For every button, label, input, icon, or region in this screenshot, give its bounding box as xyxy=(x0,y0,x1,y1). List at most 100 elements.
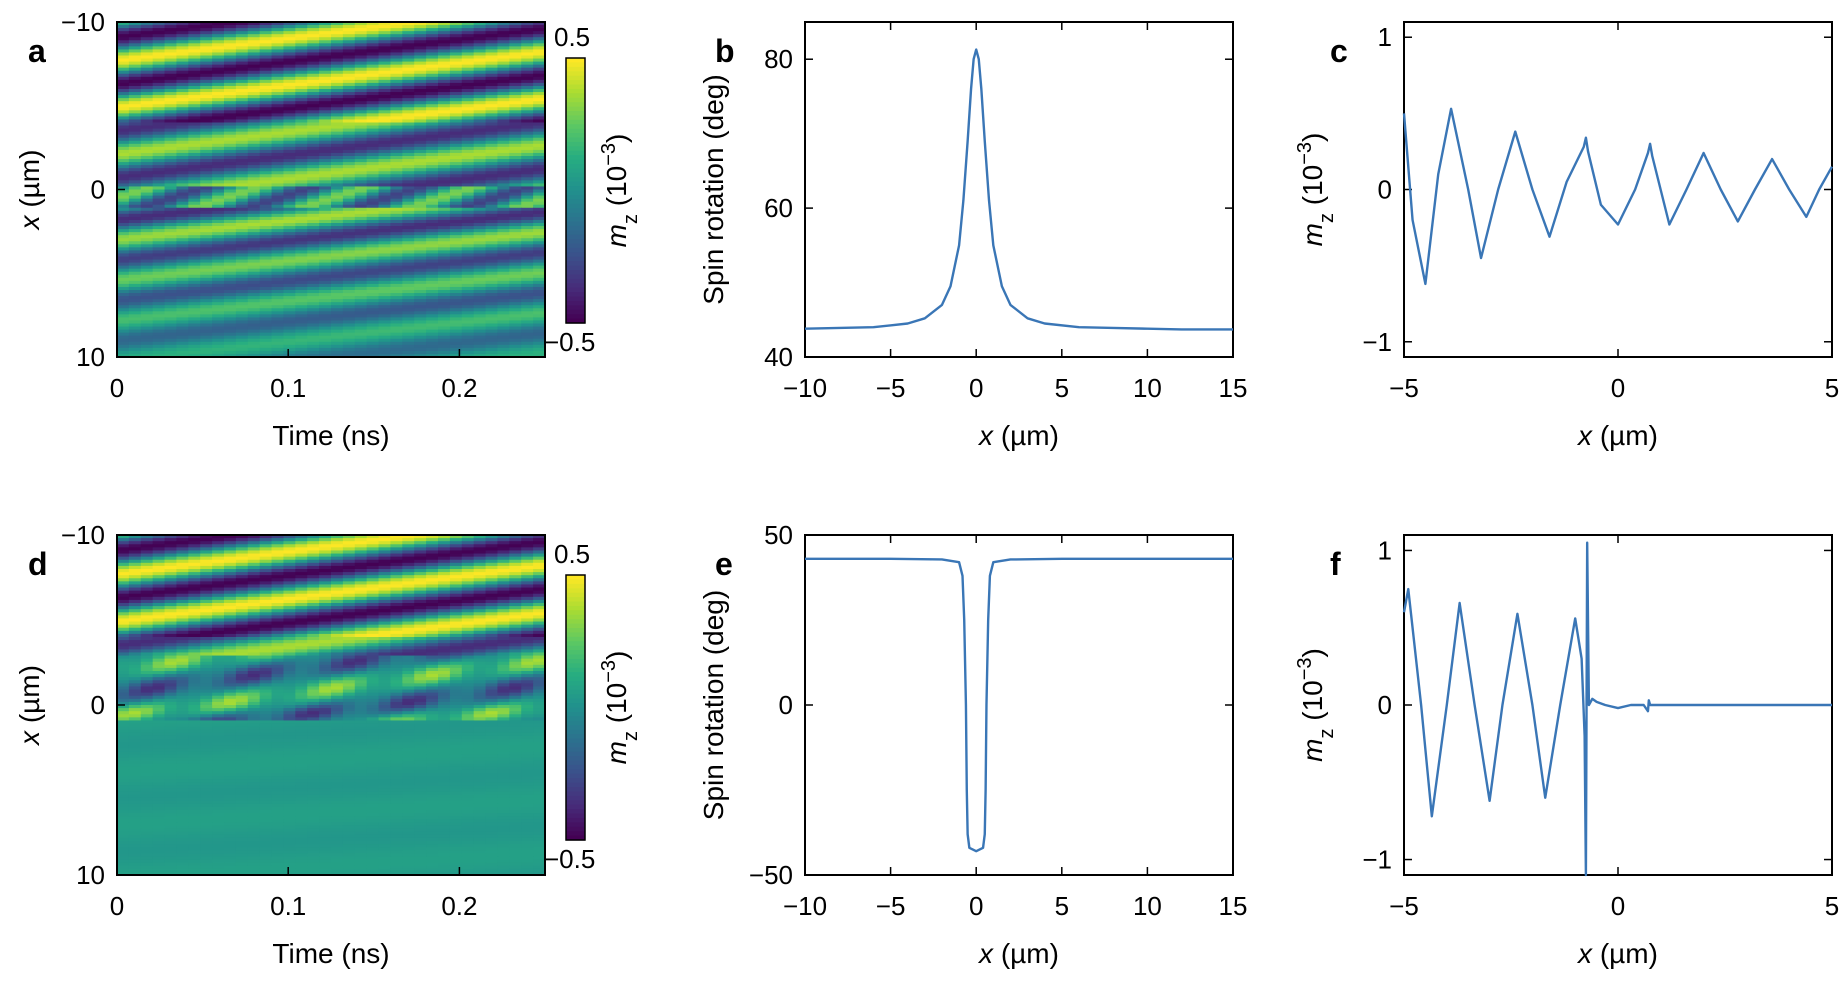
heatmap-cell xyxy=(473,92,487,96)
heatmap-cell xyxy=(176,137,189,142)
heatmap-cell xyxy=(402,82,415,87)
heatmap-cell xyxy=(497,250,510,255)
heatmap-cell xyxy=(449,296,463,300)
heatmap-cell xyxy=(521,259,534,264)
heatmap-cell xyxy=(176,165,189,169)
heatmap-cell xyxy=(235,128,249,133)
heatmap-cell xyxy=(449,235,463,239)
heatmap-cell xyxy=(307,180,320,185)
heatmap-cell xyxy=(331,283,344,288)
heatmap-cell xyxy=(342,128,356,133)
colorbar-segment xyxy=(566,278,585,284)
heatmap-cell xyxy=(390,31,403,35)
heatmap-cell xyxy=(212,137,225,142)
colorbar-segment xyxy=(566,84,585,90)
heatmap-cell xyxy=(414,302,427,306)
heatmap-cell xyxy=(521,131,534,136)
heatmap-cell xyxy=(438,286,451,291)
heatmap-cell xyxy=(188,73,201,78)
heatmap-cell xyxy=(271,308,285,312)
colorbar-segment xyxy=(566,221,585,227)
heatmap-cell xyxy=(414,40,427,44)
heatmap-cell xyxy=(307,596,320,601)
heatmap-cell xyxy=(366,283,380,288)
heatmap-cell xyxy=(366,265,380,270)
heatmap-cell xyxy=(200,575,213,579)
heatmap-cell xyxy=(319,562,332,567)
heatmap-cell xyxy=(485,98,499,102)
heatmap-cell xyxy=(319,556,332,561)
heatmap-cell xyxy=(176,235,189,239)
heatmap-cell xyxy=(473,43,487,47)
heatmap-cell xyxy=(342,192,356,197)
heatmap-cell xyxy=(521,241,534,245)
heatmap-cell xyxy=(128,204,142,209)
heatmap-cell xyxy=(366,152,380,157)
heatmap-cell xyxy=(176,538,189,542)
heatmap-cell xyxy=(497,219,510,224)
heatmap-cell xyxy=(319,305,332,309)
heatmap-cell xyxy=(128,92,142,96)
heatmap-cell xyxy=(497,247,510,252)
heatmap-cell xyxy=(414,140,427,145)
heatmap-cell xyxy=(473,31,487,35)
heatmap-cell xyxy=(378,229,392,233)
heatmap-cell xyxy=(140,241,154,245)
heatmap-cell xyxy=(461,256,475,261)
heatmap-cell xyxy=(283,581,296,586)
heatmap-cell xyxy=(259,244,273,248)
heatmap-cell xyxy=(390,265,403,270)
heatmap-cell xyxy=(307,195,320,200)
heatmap-cell xyxy=(271,43,285,47)
heatmap-cell xyxy=(354,34,368,38)
heatmap-cell xyxy=(152,302,166,306)
heatmap-cell xyxy=(212,226,225,230)
heatmap-cell xyxy=(319,603,332,607)
heatmap-cell xyxy=(152,268,166,273)
heatmap-cell xyxy=(212,223,225,227)
heatmap-cell xyxy=(473,305,487,309)
heatmap-cell xyxy=(164,308,178,312)
heatmap-cell xyxy=(152,308,166,312)
heatmap-cell xyxy=(426,146,439,151)
heatmap-cell xyxy=(259,274,273,279)
heatmap-cell xyxy=(509,165,522,169)
heatmap-cell xyxy=(224,76,237,81)
heatmap-cell xyxy=(533,95,546,99)
heatmap-cell xyxy=(235,541,249,545)
heatmap-cell xyxy=(117,308,130,312)
heatmap-cell xyxy=(259,183,273,188)
heatmap-cell xyxy=(307,64,320,69)
heatmap-cell xyxy=(533,119,546,124)
heatmap-cell xyxy=(390,46,403,51)
heatmap-cell xyxy=(331,104,344,108)
heatmap-cell xyxy=(117,85,130,90)
heatmap-cell xyxy=(426,101,439,105)
heatmap-cell xyxy=(485,244,499,248)
heatmap-cell xyxy=(438,244,451,248)
heatmap-cell xyxy=(307,131,320,136)
heatmap-cell xyxy=(176,347,189,352)
heatmap-cell xyxy=(414,31,427,35)
heatmap-cell xyxy=(319,244,332,248)
heatmap-cell xyxy=(247,238,261,242)
heatmap-cell xyxy=(509,189,522,194)
heatmap-cell xyxy=(402,107,415,111)
heatmap-cell xyxy=(378,299,392,303)
heatmap-cell xyxy=(497,314,510,319)
heatmap-cell xyxy=(497,162,510,166)
heatmap-cell xyxy=(497,152,510,157)
colorbar-segment xyxy=(566,194,585,200)
heatmap-cell xyxy=(247,244,261,248)
heatmap-cell xyxy=(497,541,510,545)
heatmap-cell xyxy=(212,95,225,99)
heatmap-cell xyxy=(342,581,356,586)
heatmap-cell xyxy=(378,34,392,38)
heatmap-cell xyxy=(164,49,178,54)
heatmap-cell xyxy=(497,195,510,200)
heatmap-cell xyxy=(235,76,249,81)
y-tick-label: 1 xyxy=(1378,22,1392,52)
heatmap-cell xyxy=(331,219,344,224)
heatmap-cell xyxy=(414,67,427,72)
heatmap-cell xyxy=(473,70,487,75)
